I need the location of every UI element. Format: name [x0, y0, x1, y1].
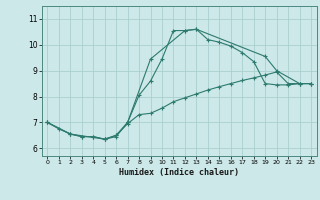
X-axis label: Humidex (Indice chaleur): Humidex (Indice chaleur): [119, 168, 239, 177]
